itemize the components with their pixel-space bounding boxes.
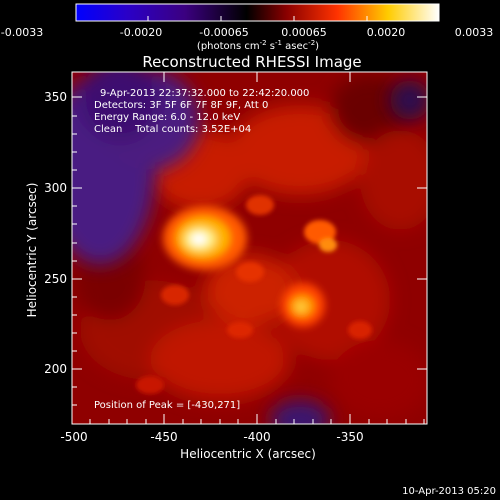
timestamp: 10-Apr-2013 05:20 bbox=[402, 486, 496, 497]
x-tick-label: -400 bbox=[243, 430, 270, 444]
y-tick-label: 300 bbox=[44, 181, 67, 195]
info-energy-range: Energy Range: 6.0 - 12.0 keV bbox=[94, 112, 240, 123]
y-tick-label: 200 bbox=[44, 362, 67, 376]
colorbar: -0.0033 -0.0020 -0.00065 0.00065 0.0020 … bbox=[1, 3, 494, 52]
colorbar-tick-label: -0.0020 bbox=[120, 26, 162, 39]
colorbar-tick-label: -0.0033 bbox=[1, 26, 43, 39]
image-map bbox=[72, 72, 427, 424]
colorbar-tick-label: -0.00065 bbox=[199, 26, 248, 39]
x-axis-label: Heliocentric X (arcsec) bbox=[180, 447, 316, 461]
info-clean-counts: Clean Total counts: 3.52E+04 bbox=[94, 124, 251, 135]
plot-frame bbox=[71, 71, 428, 425]
info-detectors: Detectors: 3F 5F 6F 7F 8F 9F, Att 0 bbox=[94, 100, 268, 111]
x-tick-label: -350 bbox=[336, 430, 363, 444]
x-axis-ticks bbox=[71, 72, 425, 424]
colorbar-tick-label: 0.0033 bbox=[455, 26, 494, 39]
info-time-range: 9-Apr-2013 22:37:32.000 to 22:42:20.000 bbox=[100, 88, 309, 99]
colorbar-gradient bbox=[75, 3, 440, 22]
colorbar-tick-label: 0.00065 bbox=[281, 26, 327, 39]
peak-position-label: Position of Peak = [-430,271] bbox=[94, 400, 240, 411]
x-tick-label: -500 bbox=[60, 430, 87, 444]
x-tick-label: -450 bbox=[150, 430, 177, 444]
colorbar-tick-label: 0.0020 bbox=[367, 26, 406, 39]
y-axis-label: Heliocentric Y (arcsec) bbox=[25, 183, 39, 318]
image-title: Reconstructed RHESSI Image bbox=[142, 53, 361, 71]
y-tick-label: 350 bbox=[44, 90, 67, 104]
y-axis-ticks bbox=[72, 96, 427, 406]
y-tick-label: 250 bbox=[44, 272, 67, 286]
colorbar-unit: (photons cm-2 s-1 asec-2) bbox=[197, 39, 319, 52]
